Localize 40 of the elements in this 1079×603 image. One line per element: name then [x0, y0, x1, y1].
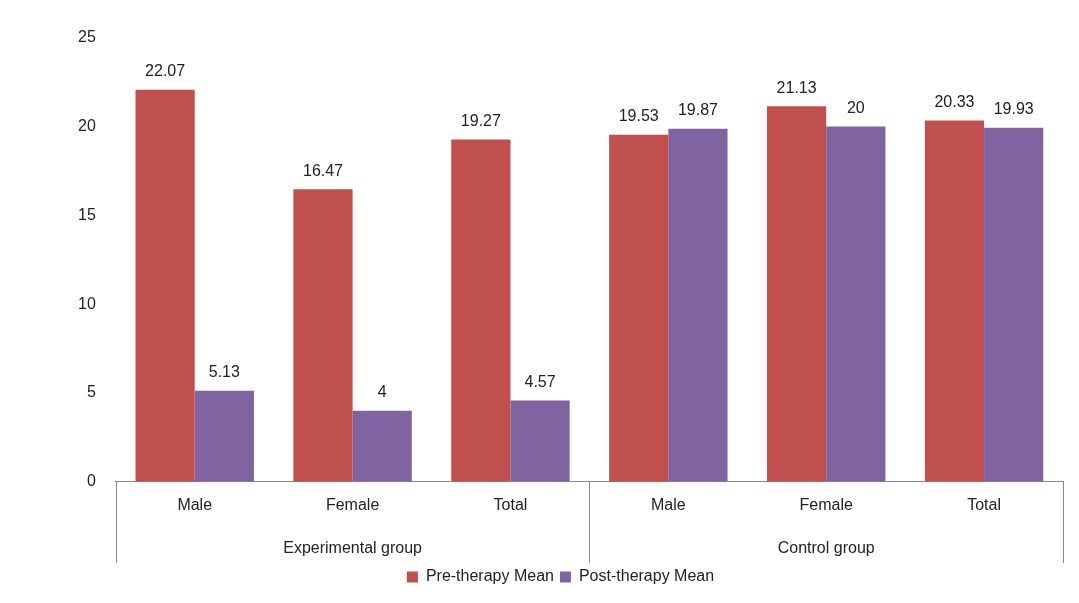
legend-label: Pre-therapy Mean — [425, 567, 554, 585]
y-tick-label: 25 — [78, 28, 96, 46]
bar — [293, 189, 353, 482]
x-tick-label: Female — [799, 495, 853, 513]
data-label: 19.53 — [618, 107, 659, 125]
data-label: 21.13 — [776, 78, 817, 96]
data-label: 19.93 — [993, 100, 1034, 118]
data-label: 4.57 — [524, 373, 556, 391]
y-tick-label: 10 — [78, 294, 96, 312]
x-tick-label: Total — [967, 495, 1001, 513]
y-tick-label: 5 — [86, 383, 96, 401]
bar — [924, 120, 985, 482]
x-tick-label: Total — [493, 495, 528, 513]
bar — [984, 127, 1044, 482]
bar — [135, 89, 195, 482]
text: Experimental group — [283, 539, 423, 557]
bar — [194, 390, 254, 482]
data-label: 5.13 — [208, 363, 240, 381]
data-label: 19.27 — [460, 111, 501, 129]
x-tick-label: Male — [177, 495, 213, 513]
legend-label: Post-therapy Mean — [578, 567, 715, 585]
data-label: 16.47 — [302, 161, 344, 179]
x-tick-label: Female — [325, 495, 380, 513]
bar — [609, 134, 669, 482]
text: Control group — [777, 539, 875, 557]
data-label: 19.87 — [677, 101, 719, 119]
data-label: 20 — [846, 98, 865, 116]
data-label: 4 — [377, 383, 387, 401]
bar — [352, 410, 412, 482]
y-tick-label: 0 — [86, 472, 96, 490]
bar — [767, 106, 827, 482]
bar — [451, 139, 511, 482]
x-tick-label: Male — [650, 495, 686, 513]
bar — [668, 128, 728, 482]
data-label: 20.33 — [934, 92, 975, 110]
bar — [510, 400, 570, 482]
data-label: 22.07 — [145, 62, 186, 80]
y-tick-label: 15 — [78, 205, 96, 223]
bar — [826, 126, 886, 482]
y-tick-label: 20 — [78, 116, 96, 134]
